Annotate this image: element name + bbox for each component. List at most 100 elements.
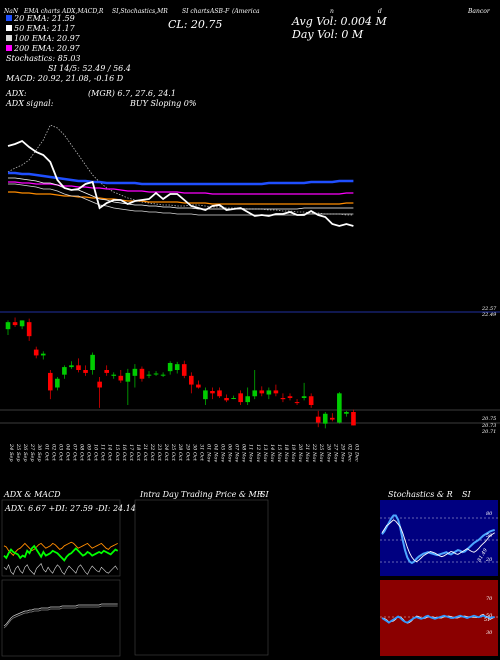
- date-tick-label: 06 Nov: [227, 444, 233, 462]
- date-tick-label: 18 Nov: [283, 444, 289, 462]
- date-tick-label: 22 Oct: [149, 443, 155, 462]
- date-tick-label: 25 Nov: [318, 443, 324, 462]
- rsi-lines: [380, 613, 498, 624]
- date-tick-label: 15 Nov: [276, 444, 282, 462]
- candle-body: [266, 390, 272, 395]
- date-tick-label: 18 Oct: [135, 444, 141, 462]
- candle-body: [294, 402, 300, 404]
- candle-body: [344, 412, 349, 414]
- price-label-4: 20.73: [481, 423, 496, 429]
- candle-body: [308, 396, 314, 405]
- candle-body: [139, 368, 145, 379]
- candle-body: [245, 396, 250, 403]
- candle-body: [5, 322, 11, 330]
- adx-lines: [3, 541, 119, 575]
- candle-body: [118, 375, 124, 381]
- ema-panel: [7, 124, 354, 227]
- date-tick-label: 01 Nov: [205, 444, 211, 462]
- candle-body: [33, 349, 39, 356]
- candle-body: [125, 372, 131, 382]
- date-tick-label: 11 Nov: [248, 444, 254, 462]
- close-label: CL: 20.75: [168, 18, 222, 31]
- date-tick-label: 02 Dec: [346, 444, 352, 462]
- adx-label: ADX:: [5, 89, 27, 98]
- candle-body: [210, 391, 215, 394]
- date-tick-label: 25 Sep: [15, 443, 21, 462]
- date-tick-label: 14 Oct: [107, 444, 113, 462]
- price-label-5: 20.71: [481, 429, 496, 435]
- date-tick-label: 31 Oct: [198, 444, 204, 462]
- date-tick-label: 16 Oct: [121, 444, 127, 462]
- candle-body: [252, 390, 258, 397]
- date-tick-label: 17 Oct: [128, 444, 134, 462]
- date-tick-label: 08 Oct: [79, 444, 85, 462]
- day-vol: Day Vol: 0 M: [291, 28, 364, 41]
- date-tick-label: 12 Nov: [255, 444, 261, 462]
- adx-panel-title: ADX & MACD: [3, 490, 61, 499]
- date-tick-label: 25 Oct: [170, 443, 176, 462]
- candle-body: [203, 390, 208, 400]
- date-tick-label: 11 Oct: [100, 444, 106, 462]
- stoch-tick-20: 20: [485, 557, 493, 563]
- date-tick-label: 27 Nov: [332, 443, 338, 462]
- macd-signal-line: [3, 605, 118, 629]
- intraday-panel-title-right: SI: [260, 490, 269, 499]
- legend-swatch-ema100: [6, 35, 12, 41]
- date-tick-label: 30 Oct: [191, 444, 197, 462]
- stoch-panel-bg: [380, 500, 498, 576]
- candle-body: [62, 367, 67, 375]
- candle-body: [167, 363, 173, 372]
- candle-body: [160, 374, 166, 376]
- legend-ema50: 50 EMA: 21.17: [14, 24, 76, 33]
- date-tick-label: 26 Sep: [22, 443, 28, 462]
- date-axis: 24 Sep 25 Sep 26 Sep 27 Sep 30 Sep 01 Oct 02 O…: [8, 443, 359, 462]
- legend-swatch-ema20: [6, 15, 12, 21]
- date-tick-label: 26 Nov: [325, 443, 331, 462]
- date-tick-label: 03 Dec: [353, 444, 359, 462]
- macd-panel-frame: [1, 579, 121, 657]
- date-tick-label: 30 Sep: [36, 444, 42, 462]
- adx-white-trace: [3, 563, 118, 575]
- candle-body: [19, 320, 25, 327]
- date-tick-label: 27 Sep: [29, 443, 35, 462]
- date-tick-label: 09 Oct: [86, 444, 92, 462]
- adx-readout: ADX: 6.67 +DI: 27.59 -DI: 24.14: [4, 504, 136, 513]
- candle-body: [55, 378, 60, 388]
- legend-ema100: 100 EMA: 20.97: [14, 34, 81, 43]
- adx-value: (MGR) 6.7, 27.6, 24.1: [88, 89, 176, 98]
- date-tick-label: 01 Oct: [43, 444, 49, 462]
- date-tick-label: 04 Oct: [64, 444, 70, 462]
- macd-value: MACD: 20.92, 21.08, -0.16 D: [5, 74, 124, 83]
- date-tick-label: 19 Nov: [290, 444, 296, 462]
- date-tick-label: 23 Oct: [156, 443, 162, 462]
- adx-signal-value: BUY Sloping 0%: [129, 99, 197, 108]
- candle-body: [146, 374, 152, 376]
- candle-body: [224, 398, 229, 401]
- candle-body: [104, 370, 109, 373]
- ema-orange-series: [8, 191, 354, 205]
- candle-body: [69, 365, 74, 368]
- date-tick-label: 24 Oct: [163, 443, 169, 462]
- candle-body: [259, 390, 265, 394]
- date-tick-label: 07 Oct: [71, 444, 77, 462]
- intraday-panel-frame: [134, 499, 269, 656]
- candle-body: [189, 375, 194, 385]
- price-label-3: 20.75: [481, 416, 496, 422]
- date-tick-label: 14 Nov: [269, 444, 275, 462]
- date-tick-label: 13 Nov: [262, 444, 268, 462]
- header-company-3: d: [378, 8, 382, 15]
- candle-body: [287, 396, 293, 398]
- price-panel: [0, 311, 500, 429]
- adx-green-trace: [3, 544, 119, 562]
- stoch-k-line: [381, 519, 495, 563]
- header-si: SI,Stochastics,MR: [112, 8, 168, 15]
- candle-body: [273, 390, 279, 394]
- rsi-line: [381, 614, 495, 624]
- header-company-4: Bancor: [467, 8, 491, 15]
- rsi-value-label: 51: [484, 617, 490, 623]
- candle-body: [217, 390, 222, 397]
- stoch-panel-title: Stochastics & R: [388, 490, 453, 499]
- macd-line: [3, 603, 118, 627]
- date-tick-label: 22 Nov: [311, 443, 317, 462]
